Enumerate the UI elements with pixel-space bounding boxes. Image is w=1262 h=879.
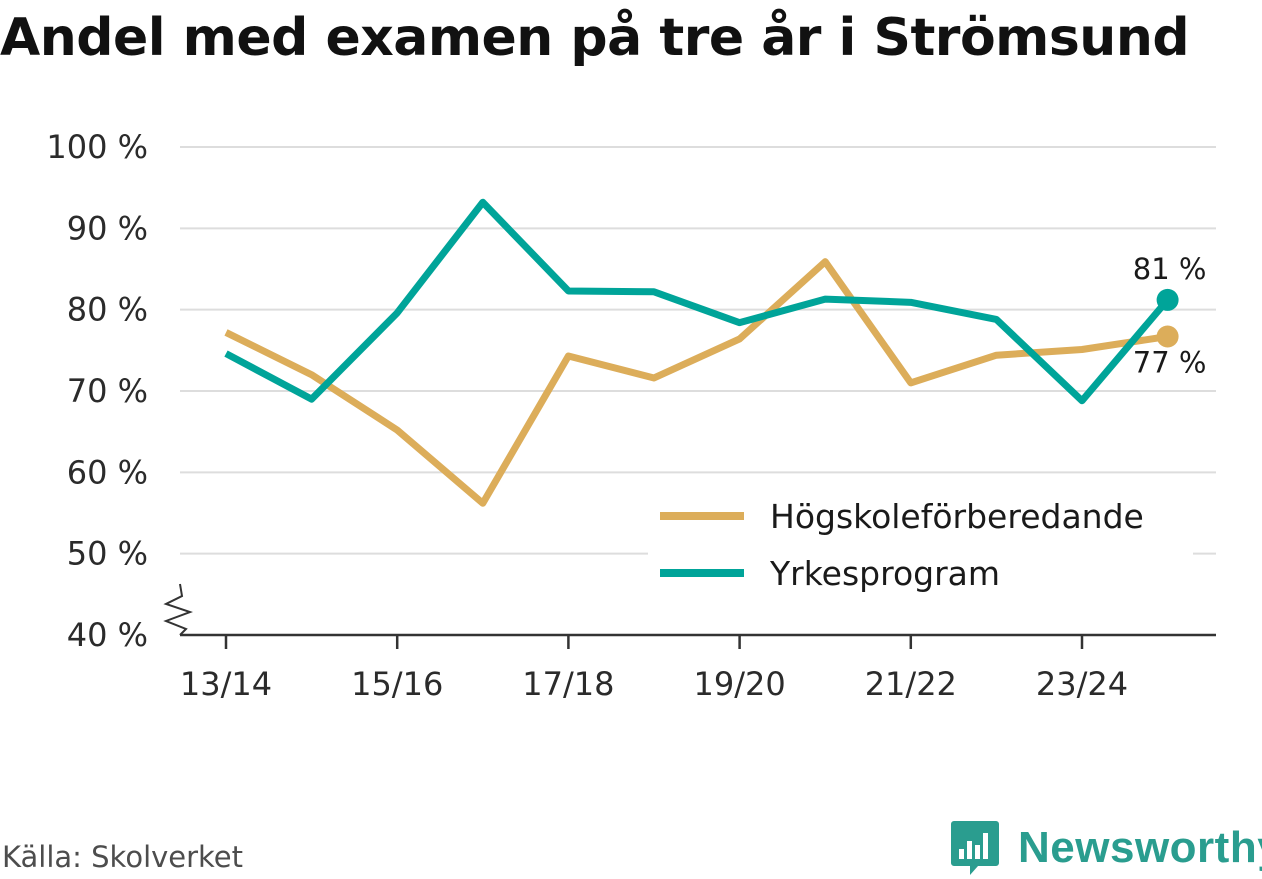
- x-tick-label: 15/16: [351, 665, 443, 703]
- end-point-0: [1156, 325, 1179, 348]
- series-line-0: [224, 258, 1169, 507]
- source-note: Källa: Skolverket: [2, 840, 244, 874]
- y-tick-label: 90 %: [67, 209, 148, 247]
- y-tick-label: 80 %: [67, 291, 148, 329]
- x-tick-label: 19/20: [693, 665, 785, 703]
- y-axis-ticks: 40 % 50 % 60 % 70 % 80 % 90 % 100 %: [46, 128, 148, 654]
- newsworthy-logo-icon: [951, 821, 999, 875]
- end-value-label: 77 %: [1133, 346, 1207, 380]
- series-lines: [224, 198, 1179, 507]
- y-tick-label: 70 %: [67, 372, 148, 410]
- x-tick-label: 13/14: [180, 665, 272, 703]
- end-labels: 77 % 81 %: [1133, 252, 1207, 380]
- x-tick-label: 17/18: [522, 665, 614, 703]
- x-axis: [163, 583, 1216, 637]
- chart-title: Andel med examen på tre år i Strömsund: [0, 8, 1190, 68]
- x-tick-label: 21/22: [865, 665, 957, 703]
- series-line-1: [224, 198, 1171, 405]
- legend-background: [648, 488, 1193, 604]
- y-tick-label: 50 %: [67, 535, 148, 573]
- brand-logo: Newsworthy: [950, 818, 1262, 878]
- y-tick-label: 40 %: [67, 616, 148, 654]
- y-tick-label: 60 %: [67, 453, 148, 491]
- legend: Högskoleförberedande Yrkesprogram: [648, 488, 1193, 604]
- legend-label: Högskoleförberedande: [770, 497, 1144, 536]
- legend-label: Yrkesprogram: [769, 554, 1000, 593]
- end-point-1: [1156, 288, 1179, 311]
- axis-break-icon: [163, 583, 193, 636]
- x-tick-label: 23/24: [1036, 665, 1128, 703]
- brand-name: Newsworthy: [1018, 823, 1262, 872]
- end-value-label: 81 %: [1133, 252, 1207, 286]
- x-axis-ticks: 13/14 15/16 17/18 19/20 21/22 23/24: [180, 635, 1128, 703]
- y-tick-label: 100 %: [46, 128, 148, 166]
